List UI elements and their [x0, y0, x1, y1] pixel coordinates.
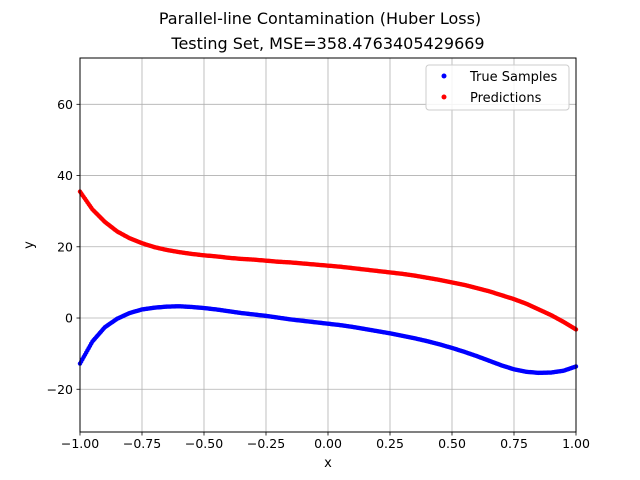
axis-ticks: −1.00 −0.75 −0.50 −0.25 0.00 0.25 0.50 0.75 1.00…: [47, 97, 590, 451]
x-tick-label: −0.75: [123, 436, 161, 451]
y-tick-label: 0: [65, 311, 73, 326]
legend-label-predictions: Predictions: [470, 91, 542, 106]
x-tick-label: 1.00: [562, 436, 590, 451]
x-tick-label: 0.75: [500, 436, 528, 451]
y-tick-label: 20: [57, 239, 73, 254]
legend-marker-true-samples: [441, 73, 447, 79]
x-axis-label: x: [324, 456, 332, 471]
x-tick-label: 0.50: [438, 436, 466, 451]
y-axis-label: y: [22, 241, 37, 249]
y-tick-label: 60: [57, 97, 73, 112]
x-tick-label: −1.00: [61, 436, 99, 451]
legend-marker-predictions: [441, 94, 447, 100]
legend-label-true-samples: True Samples: [469, 70, 557, 85]
x-tick-label: −0.25: [247, 436, 285, 451]
x-tick-label: −0.50: [185, 436, 223, 451]
y-tick-label: 40: [57, 168, 73, 183]
series-predictions: [77, 189, 579, 332]
chart-subtitle: Testing Set, MSE=358.4763405429669: [170, 34, 484, 53]
y-tick-label: −20: [47, 382, 73, 397]
legend-box: [425, 64, 570, 111]
chart-title: Parallel-line Contamination (Huber Loss): [159, 9, 481, 28]
legend: True Samples Predictions: [425, 64, 570, 111]
plot-data: [77, 189, 579, 376]
x-tick-label: 0.00: [314, 436, 342, 451]
series-true-samples: [77, 304, 579, 376]
x-tick-label: 0.25: [376, 436, 404, 451]
